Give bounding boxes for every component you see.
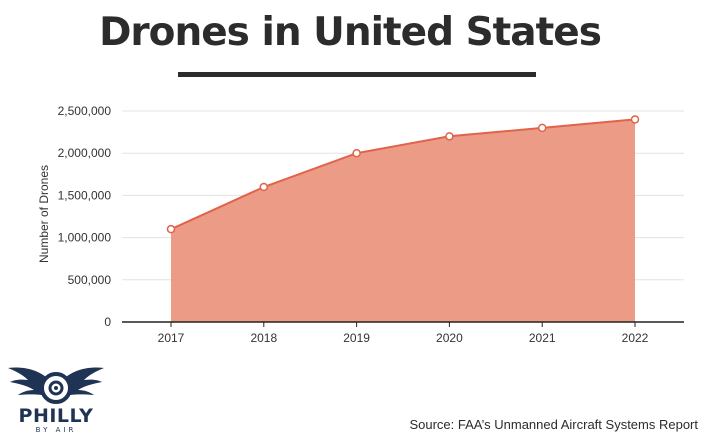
x-tick-label: 2017 — [158, 331, 185, 345]
y-tick-label: 1,000,000 — [58, 231, 112, 245]
y-tick-label: 2,500,000 — [58, 104, 112, 118]
x-tick-labels: 2017 2018 2019 2020 2021 2022 — [158, 322, 649, 345]
data-points — [166, 115, 640, 234]
data-point — [537, 123, 547, 133]
area-fill — [171, 119, 635, 323]
y-tick-label: 0 — [104, 315, 111, 329]
source-note: Source: FAA’s Unmanned Aircraft Systems … — [409, 417, 698, 432]
title-underline — [178, 72, 536, 77]
x-tick-label: 2020 — [436, 331, 463, 345]
data-point — [445, 132, 454, 141]
philly-by-air-logo: PHILLY BY AIR — [6, 362, 106, 438]
y-axis-title: Number of Drones — [37, 165, 51, 263]
x-tick-label: 2019 — [343, 331, 370, 345]
series-line — [170, 118, 636, 231]
data-point — [259, 182, 269, 192]
y-tick-labels: 0 500,000 1,000,000 1,500,000 2,000,000 2,500… — [58, 104, 112, 329]
data-point — [166, 224, 176, 234]
x-tick-label: 2021 — [529, 331, 556, 345]
y-tick-label: 1,500,000 — [58, 188, 112, 202]
y-tick-label: 500,000 — [68, 273, 112, 287]
data-point — [630, 115, 640, 124]
page-title: Drones in United States — [99, 10, 602, 55]
winged-camera-icon — [8, 367, 104, 404]
logo-wordmark: PHILLY — [18, 405, 94, 427]
logo-tagline: BY AIR — [35, 426, 77, 434]
data-point — [352, 148, 361, 158]
x-tick-label: 2018 — [250, 331, 277, 345]
x-tick-label: 2022 — [622, 331, 649, 345]
y-tick-label: 2,000,000 — [58, 146, 112, 160]
